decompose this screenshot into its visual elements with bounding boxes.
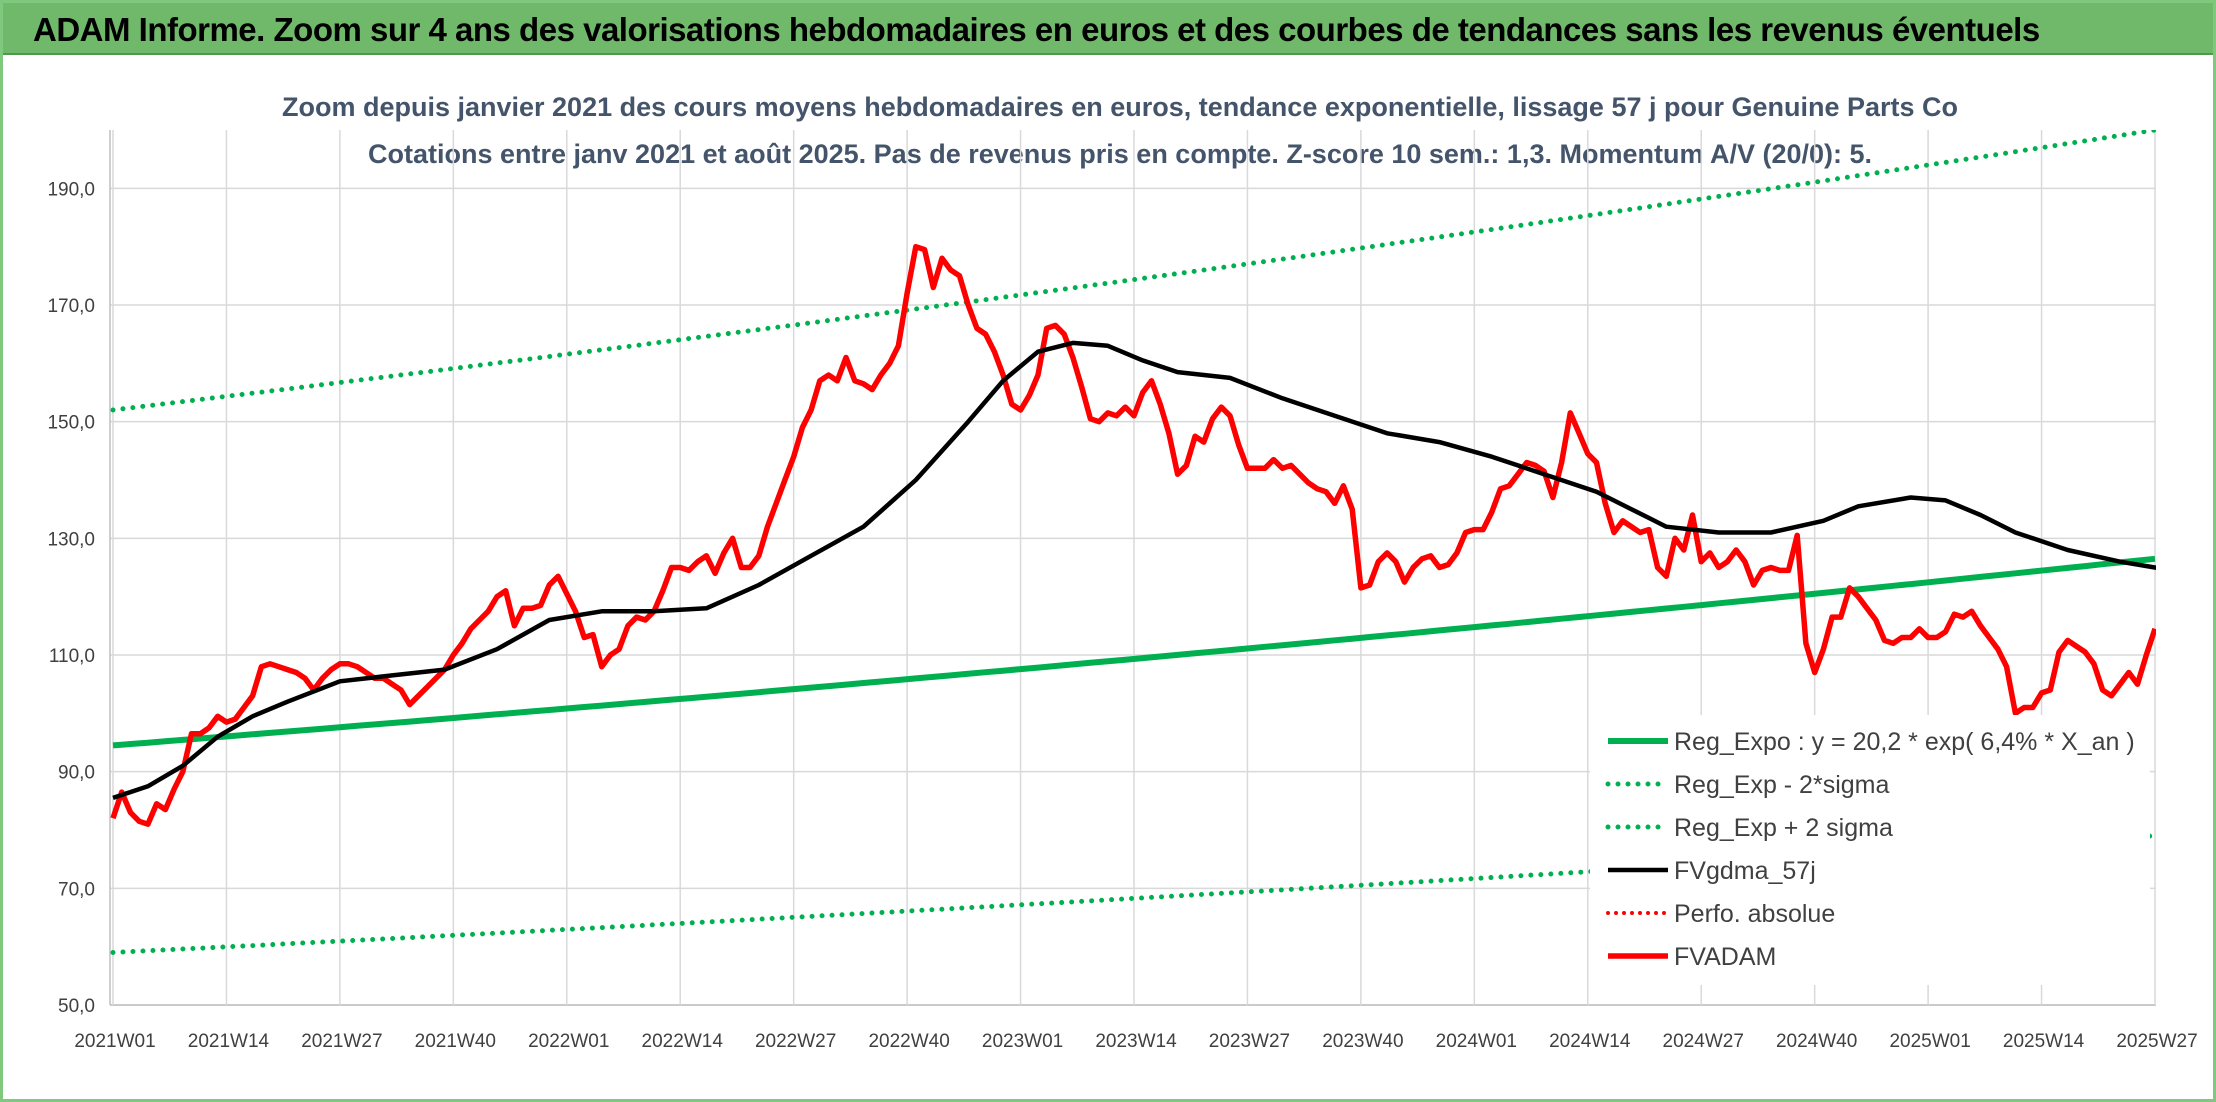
- legend: Reg_Expo : y = 20,2 * exp( 6,4% * X_an )…: [1605, 728, 2135, 971]
- x-tick-label: 2021W40: [415, 1031, 496, 1052]
- grid-lines: [109, 130, 2156, 1006]
- legend-label: Reg_Exp + 2 sigma: [1674, 814, 1893, 842]
- x-tick-label: 2025W14: [2003, 1031, 2085, 1052]
- x-axis: 2021W01 2021W14 2021W27 2021W40 2022W01 2022W…: [74, 1031, 2197, 1052]
- x-tick-label: 2024W14: [1549, 1031, 1631, 1052]
- x-tick-label: 2022W40: [868, 1031, 949, 1052]
- x-tick-label: 2021W27: [301, 1031, 382, 1052]
- legend-label: FVADAM: [1674, 943, 1776, 971]
- y-tick-label: 150,0: [47, 413, 95, 434]
- series-line-5: [110, 243, 2156, 827]
- x-tick-label: 2022W27: [755, 1031, 836, 1052]
- y-tick-label: 110,0: [49, 646, 95, 667]
- x-tick-label: 2024W40: [1776, 1031, 1857, 1052]
- x-tick-label: 2025W27: [2116, 1031, 2197, 1052]
- x-tick-label: 2024W27: [1663, 1031, 1744, 1052]
- y-tick-label: 90,0: [58, 763, 95, 784]
- chart-subtitle: Cotations entre janv 2021 et août 2025. …: [368, 139, 1872, 169]
- legend-label: Reg_Expo : y = 20,2 * exp( 6,4% * X_an ): [1674, 728, 2135, 756]
- x-tick-label: 2023W01: [982, 1031, 1063, 1052]
- report-title: ADAM Informe. Zoom sur 4 ans des valoris…: [33, 11, 2040, 48]
- x-tick-label: 2023W40: [1322, 1031, 1403, 1052]
- x-tick-label: 2023W14: [1095, 1031, 1177, 1052]
- y-tick-label: 70,0: [58, 879, 95, 900]
- x-tick-label: 2022W01: [528, 1031, 609, 1052]
- y-axis: 50,0 70,0 90,0 110,0 130,0 150,0 170,0 190,0: [47, 179, 95, 1017]
- series-line-3: [112, 340, 2156, 801]
- series-line-1: [110, 833, 2156, 955]
- series-line-0: [112, 555, 2156, 749]
- y-tick-label: 50,0: [58, 996, 95, 1017]
- series-line-2: [110, 130, 2156, 413]
- x-tick-label: 2021W14: [188, 1031, 270, 1052]
- y-tick-label: 190,0: [47, 179, 95, 200]
- legend-label: FVgdma_57j: [1674, 857, 1816, 885]
- x-tick-label: 2021W01: [74, 1031, 155, 1052]
- legend-label: Perfo. absolue: [1674, 900, 1835, 928]
- legend-label: Reg_Exp - 2*sigma: [1674, 771, 1889, 799]
- x-tick-label: 2022W14: [642, 1031, 724, 1052]
- x-tick-label: 2024W01: [1436, 1031, 1517, 1052]
- report-banner: ADAM Informe. Zoom sur 4 ans des valoris…: [3, 3, 2213, 55]
- series-layer: [110, 130, 2156, 955]
- x-tick-label: 2023W27: [1209, 1031, 1290, 1052]
- chart-title: Zoom depuis janvier 2021 des cours moyen…: [282, 92, 1958, 122]
- y-tick-label: 170,0: [47, 296, 95, 317]
- y-tick-label: 130,0: [47, 529, 95, 550]
- x-tick-label: 2025W01: [1889, 1031, 1970, 1052]
- legend-background: [1590, 715, 2150, 985]
